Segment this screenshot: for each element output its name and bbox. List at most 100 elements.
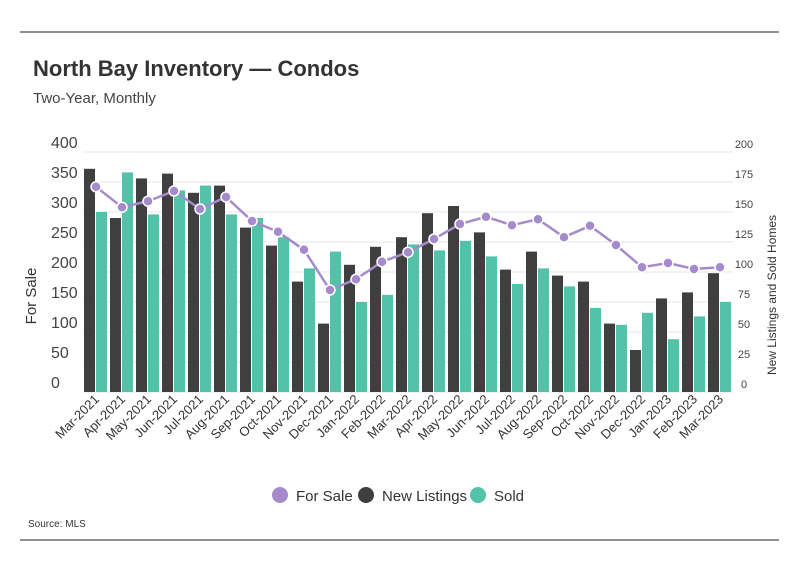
bar	[96, 212, 107, 392]
point	[350, 273, 362, 285]
legend-label: New Listings	[382, 488, 467, 505]
bar	[304, 268, 315, 392]
point	[402, 246, 414, 258]
point	[480, 211, 492, 223]
bar	[656, 298, 667, 392]
point	[428, 233, 440, 245]
bar	[538, 268, 549, 392]
point	[116, 201, 128, 213]
legend-marker	[272, 487, 288, 503]
y2-tick-label: 125	[735, 229, 753, 241]
bar	[630, 350, 641, 392]
point	[246, 215, 258, 227]
bar	[382, 294, 393, 392]
bar	[552, 275, 563, 392]
bar	[330, 251, 341, 392]
y2-tick-label: 200	[735, 139, 753, 151]
y-tick-label: 400	[51, 135, 78, 152]
y-tick-label: 350	[51, 165, 78, 182]
bar	[604, 323, 615, 392]
point	[532, 213, 544, 225]
point	[324, 284, 336, 296]
bar	[110, 218, 121, 392]
chart-subtitle: Two-Year, Monthly	[33, 90, 156, 107]
y-tick-label: 250	[51, 225, 78, 242]
point	[454, 218, 466, 230]
bar	[226, 214, 237, 392]
y-tick-label: 100	[51, 315, 78, 332]
bar	[500, 269, 511, 392]
bar	[278, 237, 289, 392]
point	[636, 261, 648, 273]
bar	[396, 237, 407, 392]
bar	[578, 281, 589, 392]
point	[298, 244, 310, 256]
bar	[682, 292, 693, 392]
point	[610, 239, 622, 251]
point	[194, 203, 206, 215]
point	[220, 191, 232, 203]
source: Source: MLS	[28, 519, 86, 530]
y2-tick-label: 0	[741, 379, 747, 391]
bar	[526, 251, 537, 392]
y2-tick-label: 150	[735, 199, 753, 211]
bar	[708, 273, 719, 392]
bar	[200, 185, 211, 392]
bar	[434, 250, 445, 392]
bar	[318, 323, 329, 392]
bar	[370, 246, 381, 392]
bar	[694, 316, 705, 392]
legend-label: Sold	[494, 488, 524, 505]
bar	[474, 232, 485, 392]
bar	[344, 264, 355, 392]
y2-axis-title: New Listings and Sold Homes	[765, 215, 779, 375]
y-tick-label: 200	[51, 255, 78, 272]
bar	[460, 240, 471, 392]
bar	[356, 302, 367, 392]
bar	[162, 173, 173, 392]
bar	[188, 192, 199, 392]
y-tick-label: 150	[51, 285, 78, 302]
point	[272, 226, 284, 238]
bar	[486, 256, 497, 392]
bar	[240, 227, 251, 392]
y2-tick-label: 100	[735, 259, 753, 271]
y-tick-label: 300	[51, 195, 78, 212]
bar	[292, 281, 303, 392]
legend-label: For Sale	[296, 488, 353, 505]
legend-marker	[470, 487, 486, 503]
bar	[720, 302, 731, 392]
y-tick-label: 0	[51, 375, 60, 392]
y2-tick-label: 175	[735, 169, 753, 181]
point	[714, 261, 726, 273]
y2-tick-label: 50	[738, 319, 750, 331]
point	[558, 231, 570, 243]
bar	[448, 206, 459, 392]
bar	[266, 245, 277, 392]
point	[584, 220, 596, 232]
bar	[616, 324, 627, 392]
point	[90, 181, 102, 193]
bar	[214, 185, 225, 392]
y2-tick-label: 75	[738, 289, 750, 301]
legend-marker	[358, 487, 374, 503]
bar	[252, 218, 263, 392]
bar	[174, 190, 185, 392]
point	[662, 257, 674, 269]
bar	[136, 178, 147, 392]
chart-title: North Bay Inventory — Condos	[33, 56, 359, 81]
point	[688, 263, 700, 275]
bar	[122, 172, 133, 392]
bar	[422, 213, 433, 392]
point	[142, 195, 154, 207]
bar	[642, 312, 653, 392]
y2-tick-label: 25	[738, 349, 750, 361]
point	[376, 256, 388, 268]
bar	[512, 284, 523, 392]
y-axis-title: For Sale	[23, 268, 40, 325]
bar	[590, 308, 601, 392]
point	[168, 185, 180, 197]
bar	[84, 168, 95, 392]
point	[506, 219, 518, 231]
bar	[564, 286, 575, 392]
